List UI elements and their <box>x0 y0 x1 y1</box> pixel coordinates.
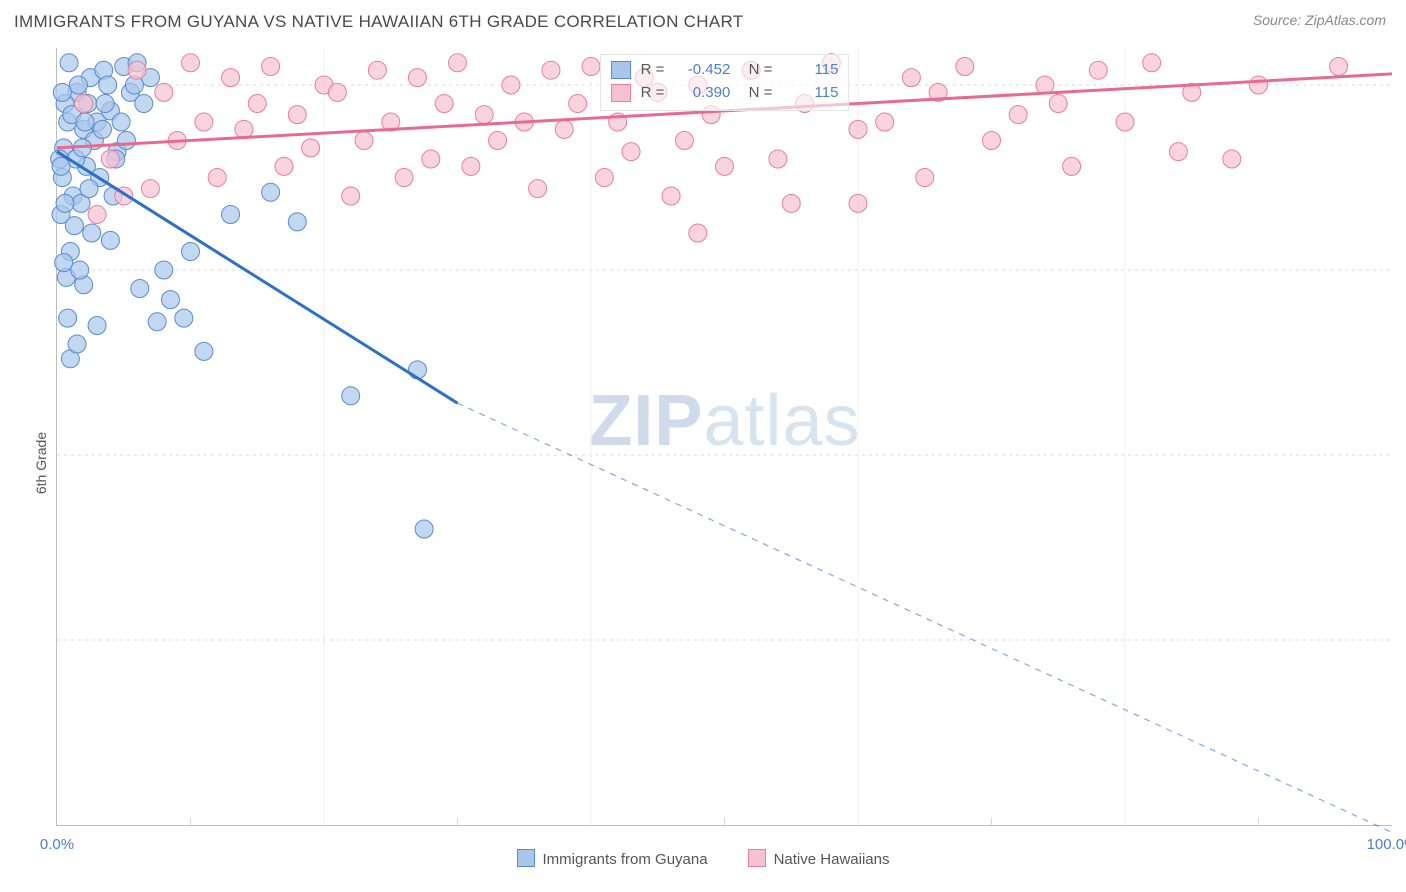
legend-swatch-icon <box>517 849 535 867</box>
y-tick-label: 90.0% <box>1402 447 1406 464</box>
chart-title: IMMIGRANTS FROM GUYANA VS NATIVE HAWAIIA… <box>14 12 743 32</box>
legend-item-guyana: Immigrants from Guyana <box>517 849 708 868</box>
y-tick-label: 100.0% <box>1402 77 1406 94</box>
legend-bottom: Immigrants from Guyana Native Hawaiians <box>14 849 1392 868</box>
n-value-guyana: 115 <box>782 59 838 82</box>
chart-area: 6th Grade ZIPatlas R = -0.452 N = 115 R … <box>14 48 1392 878</box>
n-value-hawaiian: 115 <box>782 82 838 105</box>
legend-swatch-hawaiian <box>611 84 631 102</box>
plot-region: ZIPatlas R = -0.452 N = 115 R = 0.390 N … <box>56 48 1392 826</box>
chart-header: IMMIGRANTS FROM GUYANA VS NATIVE HAWAIIA… <box>0 0 1406 40</box>
legend-row-hawaiian: R = 0.390 N = 115 <box>611 82 839 105</box>
correlation-legend: R = -0.452 N = 115 R = 0.390 N = 115 <box>600 54 850 111</box>
legend-row-guyana: R = -0.452 N = 115 <box>611 59 839 82</box>
y-tick-label: 95.0% <box>1402 262 1406 279</box>
y-axis-label: 6th Grade <box>33 432 49 494</box>
r-value-hawaiian: 0.390 <box>674 82 730 105</box>
r-value-guyana: -0.452 <box>674 59 730 82</box>
trendline-layer <box>57 48 1392 825</box>
y-tick-label: 85.0% <box>1402 632 1406 649</box>
chart-source: Source: ZipAtlas.com <box>1253 12 1386 28</box>
legend-swatch-icon <box>748 849 766 867</box>
legend-swatch-guyana <box>611 61 631 79</box>
legend-item-hawaiian: Native Hawaiians <box>748 849 890 868</box>
